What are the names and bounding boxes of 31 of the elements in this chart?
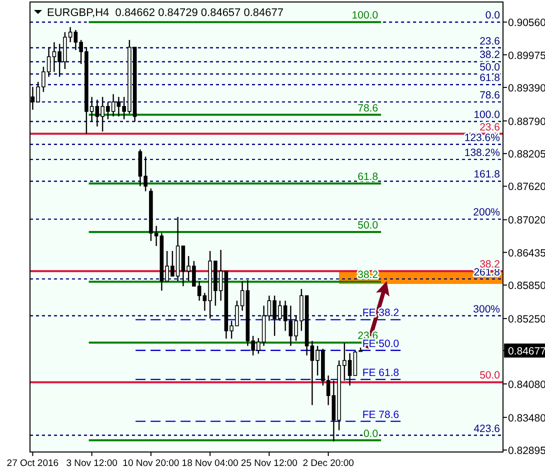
annotation: 38.2	[358, 269, 378, 282]
annotation: 161.8	[474, 168, 500, 181]
annotation: 50.0	[480, 62, 500, 74]
annotation: 100.0	[474, 108, 500, 121]
x-tick-label: 10 Nov 20:00	[122, 458, 180, 469]
annotation: 61.8	[480, 72, 500, 84]
annotation: 138.2%	[464, 146, 500, 159]
annotation: FE 61.8	[362, 366, 400, 379]
annotation: 50.0	[358, 220, 378, 232]
annotation: FE 38.2	[362, 307, 400, 320]
annotation: 300%	[473, 303, 500, 316]
annotation: 78.6	[358, 102, 378, 114]
x-tick-label: 27 Oct 2016	[6, 458, 59, 469]
annotation: FE 78.6	[362, 408, 400, 421]
x-tick-label: 3 Nov 12:00	[66, 458, 118, 469]
x-tick-label: 25 Nov 12:00	[240, 458, 298, 469]
annotation: 78.6	[480, 89, 500, 102]
annotation: 23.6	[480, 121, 500, 134]
x-tick-label: 2 Dec 20:00	[302, 458, 354, 469]
annotation: 123.6%	[464, 132, 500, 144]
annotation: 0.0	[485, 10, 500, 22]
annotation: 50.0	[480, 370, 500, 382]
annotation: 38.2	[480, 49, 500, 62]
annotation: 23.6	[480, 35, 500, 48]
annotation: 61.8	[358, 170, 378, 183]
chart-title: EURGBP,H4 0.84662 0.84729 0.84657 0.84677	[47, 7, 284, 19]
x-tick-label: 18 Nov 04:00	[182, 458, 238, 469]
annotation: 0.0	[363, 428, 378, 440]
annotation: 100.0	[352, 10, 378, 22]
annotation: 423.6	[474, 422, 500, 435]
annotation: 200%	[473, 206, 500, 219]
